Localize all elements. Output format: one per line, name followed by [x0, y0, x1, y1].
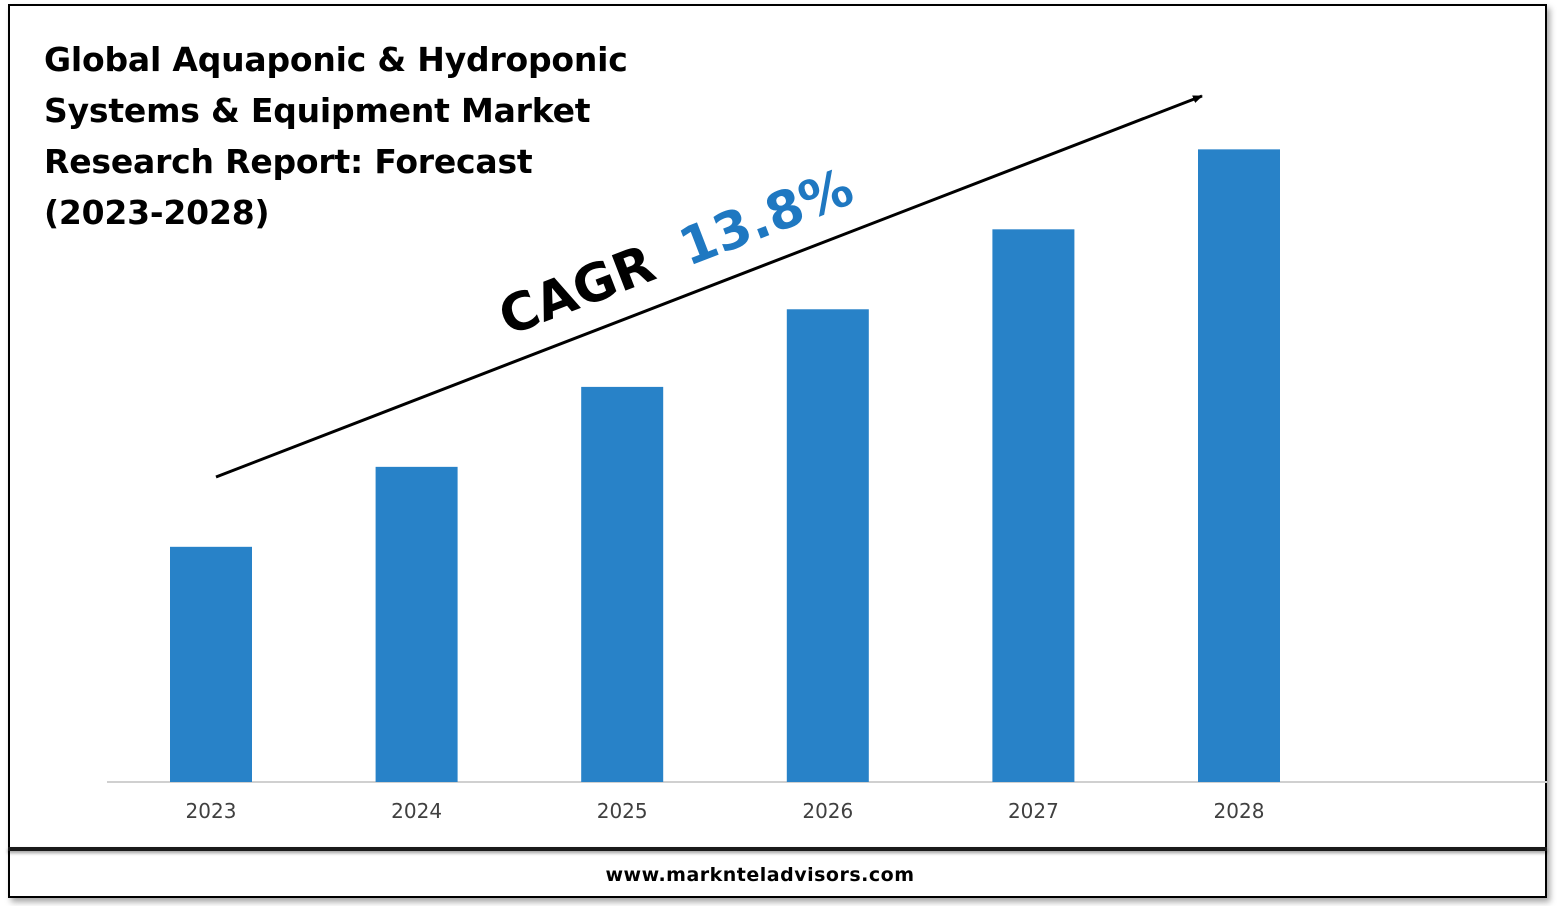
cagr-value: 13.8%	[671, 158, 861, 279]
bar-2024	[375, 466, 458, 782]
bar-2026	[786, 309, 869, 782]
chart-title: Global Aquaponic & Hydroponic Systems & …	[44, 40, 628, 232]
cagr-trend-arrow	[215, 94, 1203, 479]
footer-website: www.marknteladvisors.com	[605, 864, 915, 886]
footer-divider	[8, 847, 1547, 851]
x-tick-label: 2026	[802, 799, 853, 823]
cagr-label: CAGR	[491, 234, 663, 348]
bar-2025	[581, 386, 664, 782]
x-tick-label: 2023	[186, 799, 237, 823]
bar-2028	[1198, 149, 1280, 782]
x-tick-label: 2027	[1008, 799, 1059, 823]
x-tick-label: 2028	[1214, 799, 1265, 823]
chart-frame	[8, 4, 1547, 898]
x-tick-label: 2025	[597, 799, 648, 823]
bar-2027	[992, 229, 1075, 782]
x-tick-label: 2024	[391, 799, 442, 823]
bar-2023	[170, 546, 252, 782]
